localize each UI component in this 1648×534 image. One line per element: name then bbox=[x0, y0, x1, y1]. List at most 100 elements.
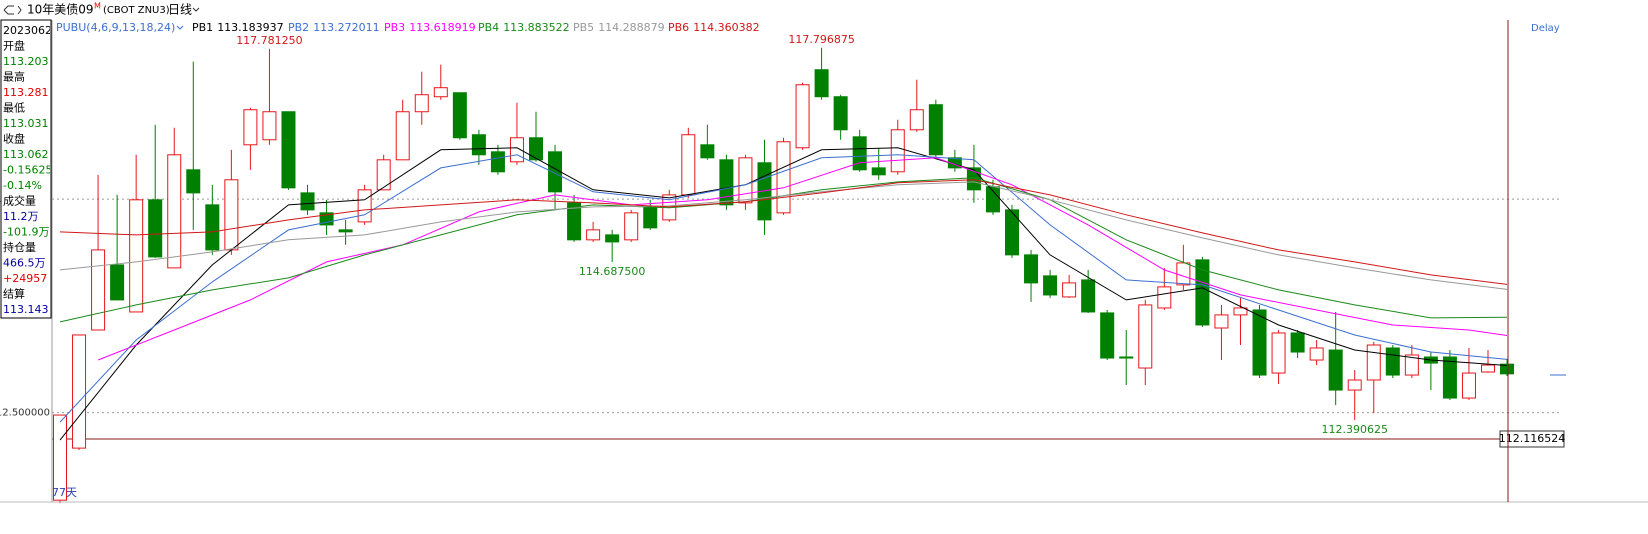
candle-body bbox=[1043, 275, 1058, 296]
legend-name: PB2 bbox=[288, 21, 309, 34]
candle-body bbox=[1062, 282, 1077, 298]
candle-body bbox=[1309, 347, 1324, 361]
info-item: 成交量 bbox=[3, 194, 36, 208]
candle-body bbox=[814, 69, 829, 98]
info-item: 结算 bbox=[3, 287, 25, 301]
info-panel: 20230627 开盘 113.203 最高 113.281 最低 113.031 收盘 113… bbox=[3, 24, 59, 316]
info-item: 最高 bbox=[3, 70, 25, 84]
candle-body bbox=[1005, 209, 1019, 256]
candle-body bbox=[281, 111, 296, 189]
legend-entry: PB3 113.618919 bbox=[384, 21, 476, 34]
candle-body bbox=[909, 109, 924, 131]
legend-entry: PB2 113.272011 bbox=[288, 21, 380, 34]
candle-body bbox=[205, 204, 220, 251]
switch-icon[interactable] bbox=[3, 5, 22, 15]
legend-entry: PB5 114.288879 bbox=[573, 21, 665, 34]
period-dropdown[interactable] bbox=[192, 7, 200, 12]
info-item: -0.14% bbox=[3, 179, 42, 192]
info-item: -101.9万 bbox=[3, 226, 49, 239]
extreme-label: 117.796875 bbox=[788, 33, 854, 46]
candle-body bbox=[376, 159, 391, 191]
indicator-name[interactable]: PUBU(4,6,9,13,18,24) bbox=[56, 21, 175, 34]
legend-entry: PB6 114.360382 bbox=[668, 21, 760, 34]
info-item: 开盘 bbox=[3, 39, 25, 53]
candle-body bbox=[1233, 307, 1248, 316]
candle-body bbox=[433, 87, 448, 98]
legend-name: PB6 bbox=[668, 21, 689, 34]
candle-body bbox=[414, 94, 429, 113]
legend-entry: PB4 113.883522 bbox=[478, 21, 570, 34]
candle-body bbox=[1176, 262, 1191, 286]
candle-body bbox=[1157, 286, 1172, 309]
candle-body bbox=[871, 167, 886, 176]
candle-body bbox=[1481, 364, 1495, 373]
candle-body bbox=[643, 207, 658, 229]
candle-body bbox=[1442, 356, 1457, 399]
candle-body bbox=[738, 157, 753, 204]
legend-value: 113.883522 bbox=[503, 21, 569, 34]
toolbar: 10年美债09 M (CBOT ZNU3) 日线 Delay bbox=[0, 0, 1648, 34]
info-item: 20230627 bbox=[3, 24, 59, 37]
candle-body bbox=[1404, 354, 1419, 376]
info-item: 113.143 bbox=[3, 303, 49, 316]
candle-body bbox=[681, 134, 696, 196]
candle-body bbox=[833, 96, 848, 131]
info-item: 113.281 bbox=[3, 86, 49, 99]
candle-body bbox=[795, 84, 810, 149]
candle-body bbox=[357, 189, 372, 223]
candle-body bbox=[1328, 349, 1343, 391]
candle-body bbox=[1119, 356, 1134, 359]
symbol-code: (CBOT ZNU3) bbox=[103, 5, 170, 16]
candle-body bbox=[300, 192, 315, 211]
symbol-flag: M bbox=[94, 2, 101, 11]
info-item: +24957 bbox=[3, 272, 47, 285]
candle-body bbox=[1195, 259, 1210, 326]
candle-body bbox=[167, 154, 182, 269]
extreme-label: 117.781250 bbox=[236, 34, 302, 47]
info-panel-frame bbox=[0, 19, 52, 319]
info-item: 持仓量 bbox=[3, 240, 36, 254]
candle-body bbox=[586, 229, 601, 241]
candle-body bbox=[1214, 314, 1229, 329]
candle-body bbox=[471, 134, 486, 156]
legend-entry: PB1 113.183937 bbox=[192, 21, 284, 34]
candle-body bbox=[262, 111, 277, 141]
info-item: 466.5万 bbox=[3, 257, 46, 270]
info-item: 113.203 bbox=[3, 55, 49, 68]
candle-body bbox=[338, 229, 353, 233]
delay-status: Delay bbox=[1531, 23, 1560, 34]
candle-body bbox=[890, 129, 905, 173]
legend-name: PB4 bbox=[478, 21, 499, 34]
symbol[interactable]: 10年美债09 bbox=[27, 3, 94, 17]
candle-body bbox=[928, 104, 943, 156]
info-item: 113.031 bbox=[3, 117, 49, 130]
candle-body bbox=[148, 199, 163, 258]
candle-body bbox=[776, 141, 791, 214]
candle-body bbox=[1271, 332, 1286, 374]
candle-body bbox=[91, 249, 106, 331]
toolbar-bg bbox=[0, 0, 1648, 19]
period[interactable]: 日线 bbox=[168, 3, 192, 17]
candle-body bbox=[1252, 309, 1267, 376]
candle-body bbox=[1290, 332, 1305, 353]
candle-body bbox=[852, 136, 867, 171]
candle-body bbox=[186, 169, 201, 194]
info-item: 113.062 bbox=[3, 148, 49, 161]
legend: PUBU(4,6,9,13,18,24) PB1 113.183937 PB2 113… bbox=[56, 21, 760, 34]
candle-body bbox=[243, 109, 258, 146]
candle-body bbox=[1100, 312, 1115, 359]
candle-body bbox=[110, 264, 125, 301]
candle-body bbox=[624, 212, 639, 241]
price-line-label: 112.116524 bbox=[1499, 432, 1565, 445]
candle-body bbox=[567, 202, 582, 241]
indicator-line bbox=[59, 154, 1508, 423]
info-item: 收盘 bbox=[3, 132, 25, 146]
candle-body bbox=[1138, 304, 1153, 369]
candle-body bbox=[452, 92, 467, 139]
price-line-box bbox=[1499, 430, 1565, 448]
candle-body bbox=[1461, 372, 1476, 399]
indicator-dropdown[interactable] bbox=[176, 25, 184, 30]
legend-value: 113.272011 bbox=[313, 21, 379, 34]
